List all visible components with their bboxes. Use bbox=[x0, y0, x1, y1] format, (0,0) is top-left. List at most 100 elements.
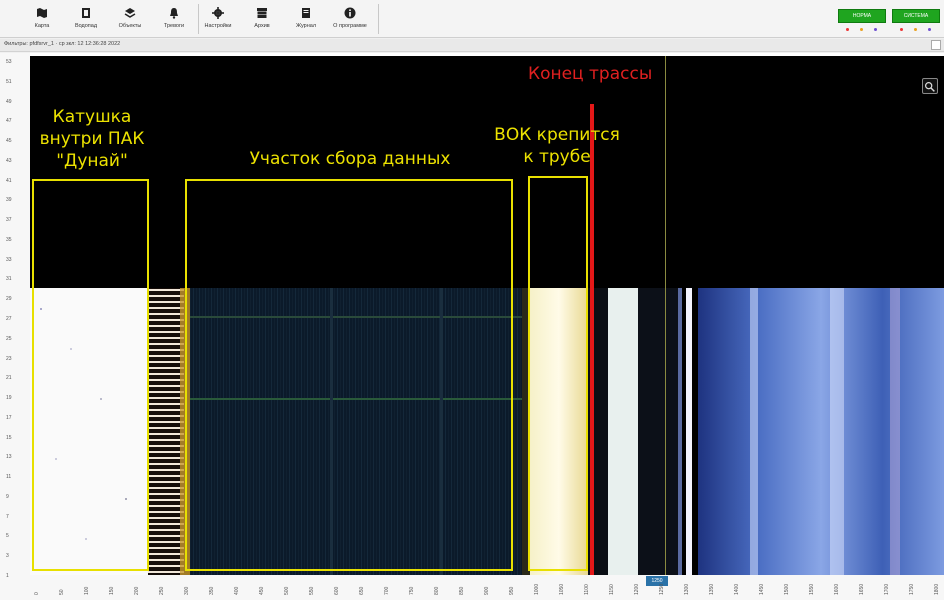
cursor-line bbox=[665, 56, 666, 575]
toolbar-group-settings: Настройки Архив Журнал О программе bbox=[196, 2, 372, 36]
route-end-line bbox=[590, 104, 594, 575]
y-tick-label: 43 bbox=[6, 157, 12, 164]
x-tick-label: 1100 bbox=[584, 584, 590, 595]
journal-icon bbox=[302, 8, 310, 18]
alarms-button[interactable]: Тревоги bbox=[152, 2, 196, 36]
alarm-icon bbox=[170, 8, 178, 19]
filter-info-bar: Фильтры: pfdfsrvr_1 · ср зкл: 12 12:36:2… bbox=[0, 39, 944, 52]
indicator-dot bbox=[874, 28, 877, 31]
x-tick-label: 850 bbox=[459, 586, 465, 595]
y-tick-label: 19 bbox=[6, 395, 12, 402]
x-tick-label: 700 bbox=[384, 586, 390, 595]
journal-button-label: Журнал bbox=[295, 23, 317, 29]
toolbar-separator bbox=[198, 4, 199, 34]
gear-icon bbox=[212, 7, 224, 19]
y-tick-label: 9 bbox=[6, 493, 9, 500]
x-tick-label: 550 bbox=[309, 586, 315, 595]
archive-button-label: Архив bbox=[254, 23, 270, 29]
y-tick-label: 37 bbox=[6, 217, 12, 224]
about-button-label: О программе bbox=[333, 23, 367, 29]
y-tick-label: 47 bbox=[6, 118, 12, 125]
archive-icon bbox=[257, 8, 267, 18]
indicator-dot bbox=[914, 28, 917, 31]
x-tick-label: 1550 bbox=[809, 583, 815, 595]
annotation-route-end: Конец трассы bbox=[528, 64, 653, 84]
x-tick-label: 750 bbox=[409, 586, 415, 595]
x-tick-label: 1000 bbox=[534, 583, 540, 595]
x-tick-label: 950 bbox=[509, 586, 515, 595]
x-tick-label: 100 bbox=[84, 586, 90, 595]
x-tick-label: 150 bbox=[109, 586, 115, 595]
about-button[interactable]: О программе bbox=[328, 2, 372, 36]
y-tick-label: 1 bbox=[6, 573, 9, 579]
y-tick-label: 15 bbox=[6, 434, 12, 441]
status-system-button[interactable]: СИСТЕМА bbox=[892, 9, 940, 23]
x-tick-label: 1700 bbox=[884, 583, 890, 595]
x-tick-label: 1300 bbox=[684, 583, 690, 595]
y-tick-label: 35 bbox=[6, 236, 12, 243]
y-tick-label: 23 bbox=[6, 355, 12, 362]
x-tick-label: 350 bbox=[209, 586, 215, 595]
y-tick-label: 51 bbox=[6, 78, 12, 85]
objects-button-label: Объекты bbox=[118, 23, 142, 29]
waterfall-plot[interactable]: Катушка внутри ПАК "Дунай" Участок сбора… bbox=[30, 56, 944, 575]
status-norm-button[interactable]: НОРМА bbox=[838, 9, 886, 23]
close-icon[interactable] bbox=[931, 40, 941, 50]
y-tick-label: 5 bbox=[6, 533, 9, 540]
x-tick-label: 1050 bbox=[559, 583, 565, 595]
settings-button[interactable]: Настройки bbox=[196, 2, 240, 36]
y-tick-label: 39 bbox=[6, 197, 12, 204]
y-tick-label: 33 bbox=[6, 256, 12, 263]
region-data-section-box bbox=[185, 179, 513, 571]
indicator-dot bbox=[928, 28, 931, 31]
toolbar-group-main: Карта Водопад Объекты Тревоги bbox=[20, 2, 196, 36]
objects-button[interactable]: Объекты bbox=[108, 2, 152, 36]
y-tick-label: 21 bbox=[6, 375, 12, 382]
x-tick-label: 200 bbox=[134, 586, 140, 595]
objects-icon bbox=[124, 8, 136, 18]
x-tick-label: 400 bbox=[234, 586, 240, 595]
waterfall-icon bbox=[82, 8, 90, 18]
journal-button[interactable]: Журнал bbox=[284, 2, 328, 36]
zoom-icon[interactable] bbox=[922, 78, 938, 94]
y-tick-label: 11 bbox=[6, 474, 12, 481]
annotation-data-section: Участок сбора данных bbox=[249, 149, 451, 169]
archive-button[interactable]: Архив bbox=[240, 2, 284, 36]
y-tick-label: 25 bbox=[6, 335, 12, 342]
filter-info-text: Фильтры: pfdfsrvr_1 · ср зкл: 12 12:36:2… bbox=[4, 41, 121, 47]
x-tick-label: 650 bbox=[359, 586, 365, 595]
x-tick-label: 1150 bbox=[609, 584, 615, 595]
indicator-dot bbox=[860, 28, 863, 31]
y-tick-label: 31 bbox=[6, 276, 12, 283]
x-tick-label: 1750 bbox=[909, 583, 915, 595]
map-button[interactable]: Карта bbox=[20, 2, 64, 36]
toolbar-separator bbox=[378, 4, 379, 34]
x-tick-label: 1400 bbox=[734, 583, 740, 595]
indicator-dot bbox=[846, 28, 849, 31]
x-tick-label: 1600 bbox=[834, 583, 840, 595]
y-tick-label: 49 bbox=[6, 98, 12, 105]
x-axis: 1250 0 50 100 150 200 250 300 350 400 450 500 550 60… bbox=[30, 575, 944, 600]
alarms-button-label: Тревоги bbox=[163, 23, 185, 29]
y-tick-label: 41 bbox=[6, 177, 12, 184]
x-tick-label: 1500 bbox=[784, 583, 790, 595]
x-axis-cursor-label: 1250 bbox=[646, 576, 668, 586]
settings-button-label: Настройки bbox=[204, 23, 232, 29]
y-tick-label: 13 bbox=[6, 454, 12, 461]
x-tick-label: 500 bbox=[284, 586, 290, 595]
y-tick-label: 17 bbox=[6, 414, 12, 421]
indicator-dot bbox=[900, 28, 903, 31]
x-tick-label: 800 bbox=[434, 586, 440, 595]
x-tick-label: 0 bbox=[34, 592, 40, 595]
region-fiber-pipe-box bbox=[528, 176, 588, 571]
waterfall-button-label: Водопад bbox=[74, 23, 98, 29]
x-tick-label: 1650 bbox=[859, 583, 865, 595]
x-tick-label: 900 bbox=[484, 586, 490, 595]
y-tick-label: 45 bbox=[6, 138, 12, 145]
y-tick-label: 7 bbox=[6, 513, 9, 520]
x-tick-label: 250 bbox=[159, 586, 165, 595]
waterfall-button[interactable]: Водопад bbox=[64, 2, 108, 36]
waterfall-panel: 53 51 49 47 45 43 41 39 37 35 33 31 29 27 25 23 21 19 17 15… bbox=[0, 53, 944, 600]
info-icon bbox=[344, 7, 356, 19]
